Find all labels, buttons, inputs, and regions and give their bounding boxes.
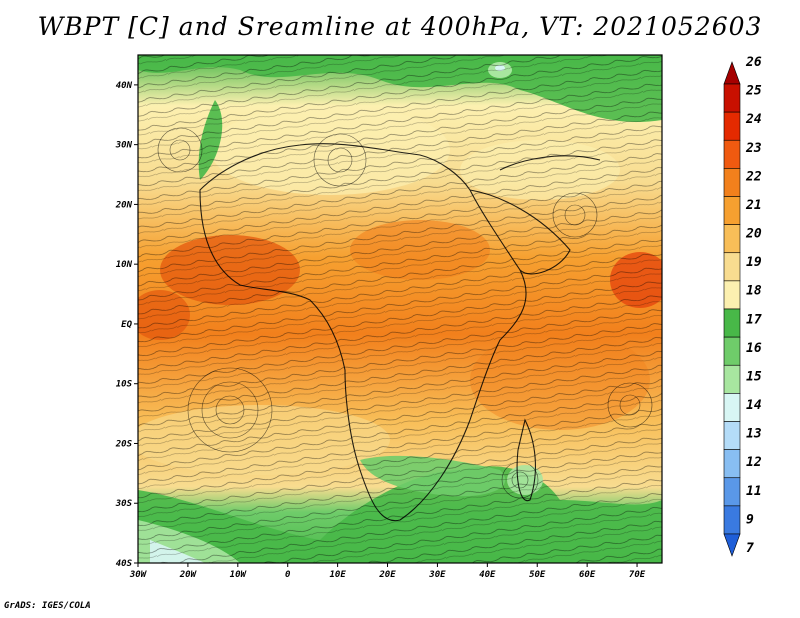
- colorbar: 26 25 24 23 22 21 20 19 18 17 16 15 14 13 12 11 9 7: [723, 55, 762, 557]
- colorbar-box: [723, 308, 741, 338]
- lat-label: 20N: [115, 200, 133, 210]
- colorbar-label: 20: [745, 227, 762, 242]
- colorbar-label: 16: [746, 341, 762, 356]
- colorbar-box: [723, 477, 741, 507]
- lat-label: 40N: [116, 81, 133, 91]
- colorbar-box: [723, 168, 741, 197]
- lon-label: 10W: [230, 570, 248, 580]
- lon-label: 10E: [329, 570, 346, 580]
- colorbar-box: [723, 280, 741, 310]
- colorbar-box: [723, 393, 741, 422]
- lon-label: 20W: [179, 570, 198, 580]
- colorbar-label: 24: [745, 112, 762, 127]
- colorbar-box: [723, 224, 741, 254]
- lon-label: 20E: [378, 570, 396, 580]
- colorbar-label: 13: [746, 427, 762, 442]
- colorbar-label: 7: [746, 541, 754, 556]
- grads-credit: GrADS: IGES/COLA: [4, 601, 91, 611]
- lat-label: 10N: [116, 260, 133, 270]
- colorbar-box: [723, 139, 741, 169]
- colorbar-label: 26: [745, 55, 762, 70]
- colorbar-box: [723, 364, 741, 394]
- colorbar-label: 19: [746, 255, 762, 270]
- colorbar-box: [723, 252, 741, 282]
- lon-label: 50E: [529, 570, 546, 580]
- weather-map: 40N 30N 20N 10N EQ 10S 20S 30S 40S 30W 20W 10W 0 10E…: [115, 54, 762, 580]
- lat-label: 30N: [115, 141, 133, 151]
- lon-label: 70E: [629, 570, 646, 580]
- colorbar-box: [723, 449, 741, 479]
- colorbar-box: [723, 421, 741, 450]
- latitude-axis: 40N 30N 20N 10N EQ 10S 20S 30S 40S: [115, 81, 138, 569]
- colorbar-box: [723, 336, 741, 366]
- colorbar-box: [723, 111, 741, 141]
- lon-label: 30E: [428, 570, 446, 580]
- colorbar-label: 22: [745, 169, 762, 184]
- wbpt-field: [138, 55, 662, 563]
- colorbar-box: [723, 505, 741, 535]
- lat-label: 30S: [115, 499, 133, 509]
- lat-label: 20S: [115, 439, 133, 449]
- longitude-axis: 30W 20W 10W 0 10E 20E 30E 40E 50E 60E 70E: [129, 563, 646, 580]
- colorbar-label: 17: [746, 312, 762, 327]
- lon-label: 0: [285, 570, 291, 580]
- lat-label: EQ: [121, 320, 132, 330]
- colorbar-box: [723, 196, 741, 225]
- colorbar-label: 15: [746, 369, 762, 384]
- colorbar-label: 21: [745, 198, 762, 213]
- lon-label: 30W: [129, 570, 148, 580]
- colorbar-box: [723, 83, 741, 113]
- colorbar-label: 14: [746, 398, 762, 413]
- colorbar-label: 25: [745, 84, 762, 99]
- colorbar-label: 9: [746, 512, 754, 527]
- colorbar-label: 11: [746, 484, 762, 499]
- lat-label: 10S: [116, 380, 133, 390]
- colorbar-label: 23: [745, 141, 762, 156]
- lon-label: 40E: [479, 570, 496, 580]
- colorbar-label: 12: [746, 455, 762, 470]
- lon-label: 60E: [579, 570, 596, 580]
- colorbar-bottom-arrow: [723, 533, 741, 557]
- chart-title: WBPT [C] and Sreamline at 400hPa, VT: 20…: [37, 12, 763, 41]
- colorbar-top-arrow: [723, 61, 741, 85]
- map-frame: [137, 54, 663, 564]
- colorbar-label: 18: [746, 284, 762, 299]
- lat-label: 40S: [116, 559, 133, 569]
